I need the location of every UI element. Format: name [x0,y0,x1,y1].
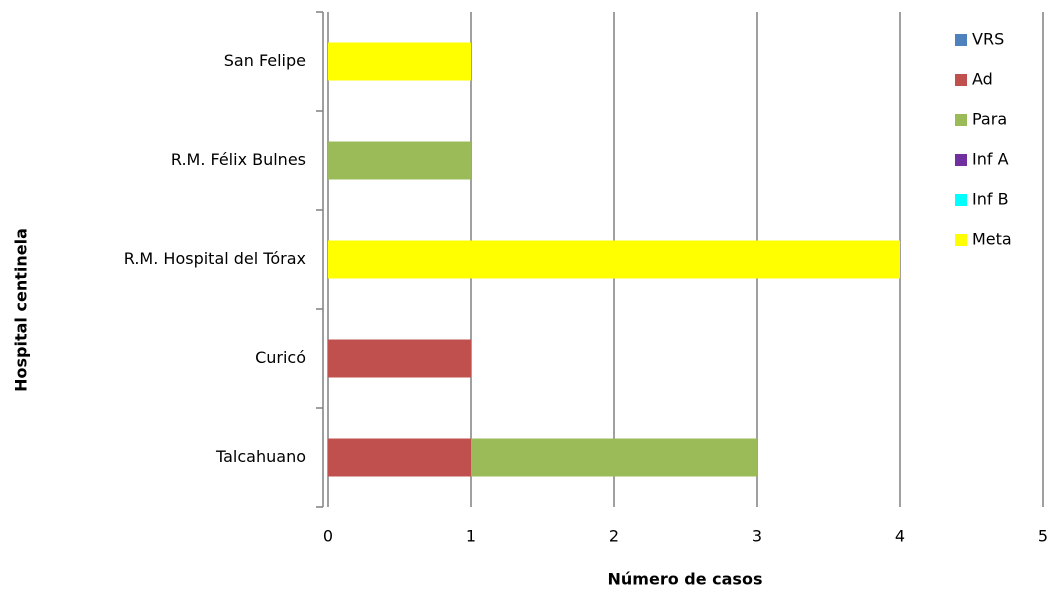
y-tick-label: R.M. Hospital del Tórax [124,249,306,268]
x-axis-title: Número de casos [608,570,763,589]
y-tick-label: R.M. Félix Bulnes [171,150,306,169]
legend-label: Meta [972,230,1012,249]
bar-segment [328,339,471,378]
y-tick-label: Curicó [255,348,306,367]
legend-label: Para [972,110,1007,129]
y-axis-title: Hospital centinela [12,228,31,392]
legend-swatch [955,74,967,86]
legend-swatch [955,234,967,246]
y-tick-label: Talcahuano [215,447,306,466]
legend-swatch [955,34,967,46]
legend-swatch [955,114,967,126]
bar-segment [328,240,900,279]
bar-segment [328,141,471,180]
legend-swatch [955,154,967,166]
legend-swatch [955,194,967,206]
x-tick-label: 3 [752,527,762,546]
x-tick-label: 4 [895,527,905,546]
x-tick-label: 2 [609,527,619,546]
x-tick-label: 0 [323,527,333,546]
x-tick-label: 5 [1038,527,1048,546]
y-tick-label: San Felipe [224,51,306,70]
legend-label: Ad [972,70,993,89]
legend-label: Inf A [972,150,1009,169]
bar-segment [328,42,471,81]
bar-segment [471,438,757,477]
legend-label: VRS [972,30,1004,49]
x-tick-label: 1 [466,527,476,546]
legend-label: Inf B [972,190,1009,209]
bar-segment [328,438,471,477]
